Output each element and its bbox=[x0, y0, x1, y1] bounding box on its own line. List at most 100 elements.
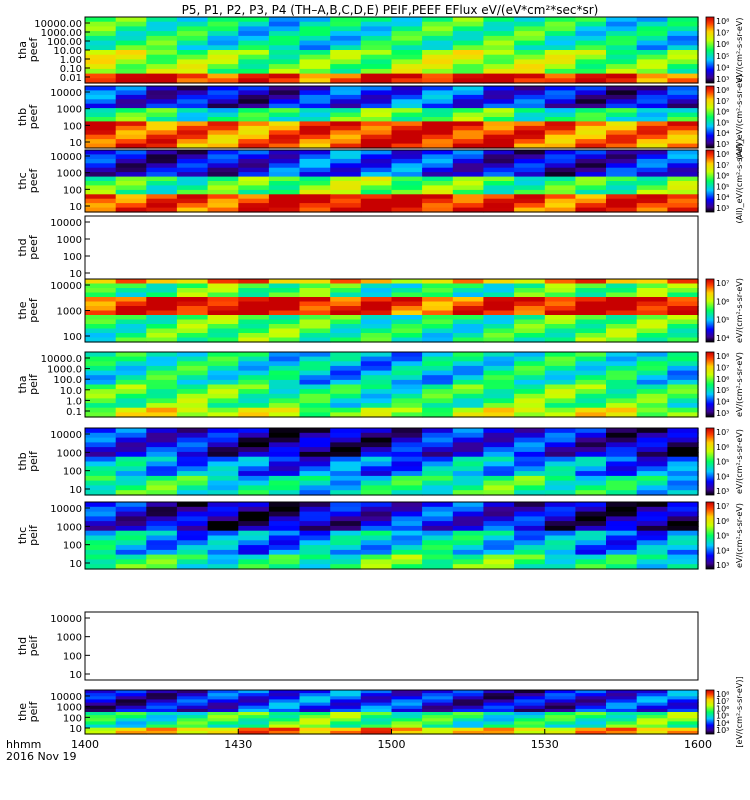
spectrogram-cell bbox=[544, 198, 577, 204]
spectrogram-cell bbox=[452, 59, 485, 65]
spectrogram-cell bbox=[360, 461, 393, 467]
spectrogram-cell bbox=[636, 502, 668, 508]
spectrogram-cell bbox=[299, 310, 331, 316]
spectrogram-cell bbox=[544, 328, 577, 334]
spectrogram-cell bbox=[85, 337, 117, 343]
spectrogram-cell bbox=[422, 158, 454, 164]
spectrogram-cell bbox=[514, 54, 546, 60]
y-tick-label: 10000.00 bbox=[34, 19, 82, 30]
spectrogram-cell bbox=[146, 35, 178, 42]
spectrogram-cell bbox=[391, 352, 423, 358]
spectrogram-cell bbox=[330, 315, 362, 321]
spectrogram-cell bbox=[606, 64, 638, 70]
spectrogram-cell bbox=[268, 389, 301, 395]
spectrogram-cell bbox=[422, 407, 454, 413]
spectrogram-cell bbox=[299, 103, 331, 109]
spectrogram-cell bbox=[422, 361, 454, 367]
spectrogram-cell bbox=[575, 461, 607, 467]
spectrogram-cell bbox=[544, 21, 577, 27]
spectrogram-cell bbox=[207, 432, 239, 439]
spectrogram-cell bbox=[299, 715, 331, 719]
spectrogram-cell bbox=[146, 108, 178, 114]
spectrogram-cell bbox=[636, 428, 668, 434]
spectrogram-cell bbox=[330, 150, 362, 155]
spectrogram-cell bbox=[391, 475, 423, 482]
spectrogram-cell bbox=[238, 702, 270, 707]
spectrogram-cell bbox=[422, 21, 454, 27]
spectrogram-cell bbox=[85, 712, 117, 716]
spectrogram-cell bbox=[452, 50, 485, 56]
spectrogram-cell bbox=[176, 708, 209, 713]
spectrogram-cell bbox=[606, 176, 638, 182]
spectrogram-cell bbox=[636, 35, 668, 42]
spectrogram-cell bbox=[422, 35, 454, 42]
spectrogram-cell bbox=[176, 516, 209, 522]
spectrogram-cell bbox=[330, 86, 362, 91]
spectrogram-cell bbox=[514, 702, 546, 707]
spectrogram-cell bbox=[268, 139, 301, 145]
spectrogram-cell bbox=[238, 198, 270, 204]
spectrogram-cell bbox=[85, 699, 117, 704]
spectrogram-cell bbox=[115, 108, 147, 114]
time-label-date: 2016 Nov 19 bbox=[6, 750, 76, 763]
spectrogram-cell bbox=[452, 207, 485, 213]
spectrogram-cell bbox=[238, 31, 270, 37]
spectrogram-cell bbox=[85, 535, 117, 541]
y-tick-label: 100 bbox=[63, 332, 82, 343]
spectrogram-cell bbox=[238, 86, 270, 91]
spectrogram-cell bbox=[299, 379, 331, 386]
spectrogram-cell bbox=[391, 502, 423, 508]
spectrogram-cell bbox=[667, 59, 699, 65]
spectrogram-cell bbox=[85, 198, 117, 204]
spectrogram-cell bbox=[360, 54, 393, 60]
spectrogram-cell bbox=[268, 696, 301, 700]
spectrogram-cell bbox=[207, 490, 239, 496]
spectrogram-cell bbox=[606, 90, 638, 96]
spectrogram-cell bbox=[146, 516, 178, 522]
spectrogram-cell bbox=[422, 337, 454, 343]
spectrogram-cell bbox=[514, 50, 546, 56]
spectrogram-cell bbox=[146, 40, 178, 46]
spectrogram-cell bbox=[483, 207, 515, 213]
spectrogram-cell bbox=[514, 315, 546, 321]
spectrogram-cell bbox=[636, 207, 668, 213]
spectrogram-cell bbox=[176, 21, 209, 27]
spectrogram-cell bbox=[360, 99, 393, 105]
spectrogram-cell bbox=[636, 564, 668, 570]
y-tick-label: 100 bbox=[63, 651, 82, 662]
spectrogram-cell bbox=[422, 31, 454, 37]
x-tick-label: 1530 bbox=[531, 738, 559, 751]
spectrogram-cell bbox=[452, 99, 485, 105]
spectrogram-cell bbox=[452, 352, 485, 358]
spectrogram-cell bbox=[483, 549, 515, 556]
spectrogram-cell bbox=[422, 319, 454, 325]
spectrogram-cell bbox=[452, 540, 485, 546]
spectrogram-cell bbox=[575, 154, 607, 160]
spectrogram-cell bbox=[207, 471, 239, 477]
spectrogram-cell bbox=[667, 324, 699, 330]
spectrogram-cell bbox=[299, 324, 331, 330]
spectrogram-cell bbox=[452, 375, 485, 381]
spectrogram-cell bbox=[667, 54, 699, 60]
spectrogram-cell bbox=[483, 545, 515, 551]
spectrogram-cell bbox=[606, 45, 638, 51]
spectrogram-cell bbox=[544, 172, 577, 178]
spectrogram-cell bbox=[268, 724, 301, 729]
spectrogram-cell bbox=[636, 506, 668, 513]
spectrogram-cell bbox=[268, 68, 301, 75]
spectrogram-cell bbox=[514, 45, 546, 51]
spectrogram-cell bbox=[299, 68, 331, 75]
spectrogram-cell bbox=[360, 21, 393, 27]
spectrogram-cell bbox=[238, 54, 270, 60]
spectrogram-cell bbox=[452, 125, 485, 131]
spectrogram-cell bbox=[330, 384, 362, 390]
spectrogram-cell bbox=[360, 139, 393, 145]
colorbar bbox=[705, 501, 715, 570]
spectrogram-cell bbox=[115, 90, 147, 96]
spectrogram-cell bbox=[422, 154, 454, 160]
spectrogram-cell bbox=[299, 207, 331, 213]
spectrogram-cell bbox=[544, 176, 577, 182]
spectrogram-cell bbox=[544, 412, 577, 418]
spectrogram-cell bbox=[207, 540, 239, 546]
spectrogram-cell bbox=[146, 94, 178, 100]
